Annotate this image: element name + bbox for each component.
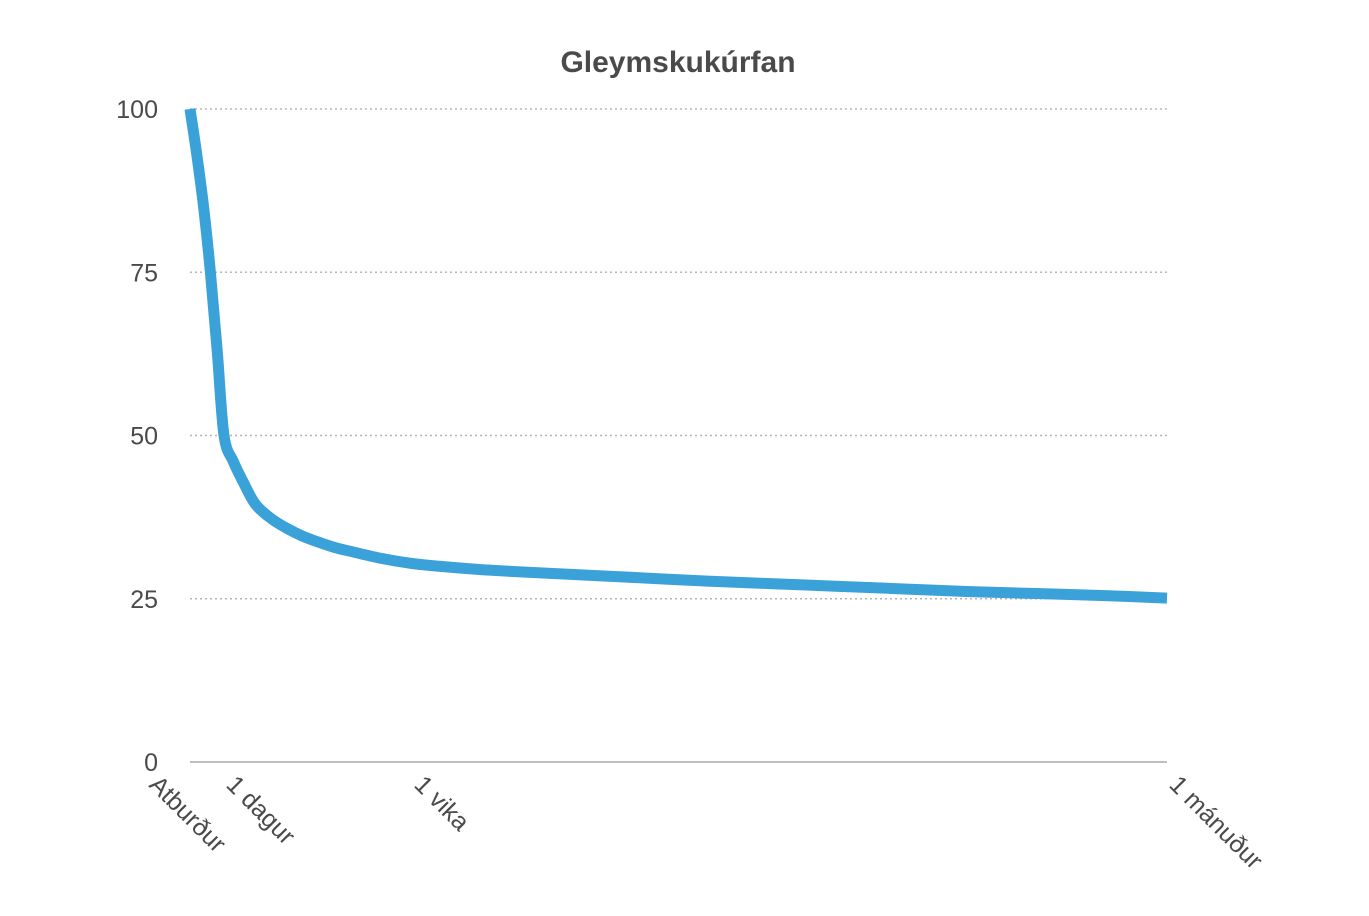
y-tick-label: 100 <box>116 96 158 124</box>
x-tick-label: 1 vika <box>409 770 475 836</box>
x-tick: 1 mánuður <box>1164 770 1268 874</box>
series-layer <box>184 108 1168 604</box>
x-tick-label: 1 mánuður <box>1164 770 1268 874</box>
grid-lines <box>190 108 1167 600</box>
y-tick-label: 75 <box>130 259 158 287</box>
y-tick-label: 0 <box>144 749 158 777</box>
x-tick: 1 dagur <box>221 770 301 850</box>
y-tick-label: 50 <box>130 423 158 451</box>
x-tick-label: Atburður <box>144 770 232 858</box>
x-tick: 1 vika <box>409 770 475 836</box>
x-tick-label: 1 dagur <box>221 770 301 850</box>
x-tick: Atburður <box>144 770 232 858</box>
series-line <box>184 108 1168 604</box>
chart-title: Gleymskukúrfan <box>560 46 795 79</box>
y-tick-label: 25 <box>130 586 158 614</box>
y-axis-ticks: 0 25 50 75 100 <box>116 96 158 777</box>
